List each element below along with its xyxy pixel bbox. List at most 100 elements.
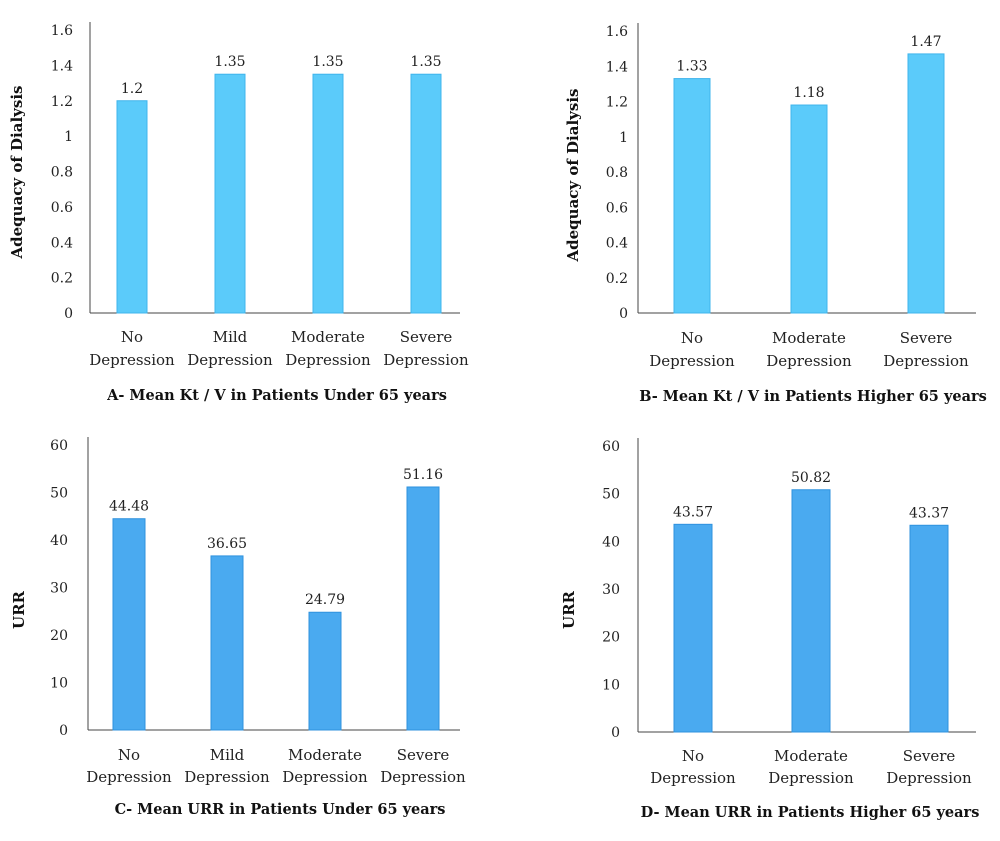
x-tick-label: No: [118, 746, 140, 764]
x-tick-label: Moderate: [291, 328, 365, 346]
x-tick-label: Depression: [184, 768, 270, 786]
chart-title: A- Mean Kt / V in Patients Under 65 year…: [106, 387, 447, 404]
bar: [210, 555, 244, 731]
data-label: 1.47: [910, 34, 941, 50]
data-label: 51.16: [403, 467, 443, 483]
data-label: 1.35: [312, 54, 343, 70]
y-tick-label: 1.2: [51, 94, 73, 110]
bar: [308, 611, 342, 731]
bar: [790, 104, 828, 314]
x-tick-label: No: [121, 328, 143, 346]
x-tick-label: Depression: [89, 351, 175, 369]
y-tick-label: 0: [619, 306, 628, 322]
x-tick-label: No: [682, 747, 704, 765]
y-tick-label: 30: [50, 581, 68, 597]
y-tick-label: 1: [64, 129, 73, 145]
data-label: 1.33: [676, 59, 707, 75]
bar: [410, 73, 442, 314]
y-tick-label: 20: [50, 628, 68, 644]
x-tick-label: Depression: [886, 769, 972, 787]
y-axis-label: Adequacy of Dialysis: [8, 86, 26, 260]
y-tick-label: 0.8: [51, 165, 73, 181]
x-tick-label: Severe: [400, 328, 453, 346]
data-label: 43.37: [909, 505, 949, 521]
x-tick-label: Depression: [282, 768, 368, 786]
y-tick-label: 0.8: [606, 165, 628, 181]
bar: [406, 486, 440, 731]
x-tick-label: No: [681, 329, 703, 347]
bar: [312, 73, 344, 314]
bar: [112, 518, 146, 731]
y-tick-label: 0.4: [51, 235, 73, 251]
chart-panel-d: 0 10 20 30 40 50 60 URR 43.57 No Depression 50.82 Mo…: [560, 438, 980, 821]
bar: [907, 53, 945, 314]
y-axis-label: URR: [10, 590, 28, 629]
y-axis-label: URR: [560, 590, 578, 629]
x-tick-label: Depression: [650, 769, 736, 787]
x-tick-label: Severe: [903, 747, 956, 765]
y-tick-label: 30: [602, 582, 620, 598]
chart-title: B- Mean Kt / V in Patients Higher 65 yea…: [639, 388, 987, 405]
x-tick-label: Depression: [883, 352, 969, 370]
bar: [791, 489, 831, 733]
x-tick-label: Depression: [649, 352, 735, 370]
x-tick-label: Severe: [900, 329, 953, 347]
chart-panel-a: 0 0.2 0.4 0.6 0.8 1 1.2 1.4 1.6 Adequacy of Dialy…: [8, 22, 469, 404]
y-tick-label: 0.2: [51, 271, 73, 287]
data-label: 1.18: [793, 85, 824, 101]
chart-title: D- Mean URR in Patients Higher 65 years: [641, 804, 980, 821]
chart-panel-b: 0 0.2 0.4 0.6 0.8 1 1.2 1.4 1.6 Adequacy of Dialy…: [564, 23, 987, 405]
y-tick-label: 1.6: [606, 24, 628, 40]
chart-title: C- Mean URR in Patients Under 65 years: [115, 801, 446, 818]
y-tick-label: 20: [602, 630, 620, 646]
y-tick-label: 50: [50, 486, 68, 502]
bar: [673, 523, 713, 733]
chart-panel-c: 0 10 20 30 40 50 60 URR 44.48 No Depression 36.65 Mi…: [10, 437, 466, 818]
y-tick-label: 0: [59, 723, 68, 739]
x-tick-label: Depression: [285, 351, 371, 369]
bar: [909, 524, 949, 733]
bar: [673, 78, 711, 314]
x-tick-label: Mild: [213, 328, 248, 346]
x-tick-label: Depression: [86, 768, 172, 786]
data-label: 1.35: [410, 54, 441, 70]
data-label: 43.57: [673, 504, 713, 520]
data-label: 24.79: [305, 592, 345, 608]
y-tick-label: 40: [602, 534, 620, 550]
x-tick-label: Moderate: [774, 747, 848, 765]
y-tick-label: 10: [602, 677, 620, 693]
x-tick-label: Depression: [383, 351, 469, 369]
y-tick-label: 40: [50, 533, 68, 549]
data-label: 1.2: [121, 81, 143, 97]
data-label: 1.35: [214, 54, 245, 70]
bar: [214, 73, 246, 314]
y-tick-label: 60: [50, 438, 68, 454]
y-tick-label: 0: [611, 725, 620, 741]
y-tick-label: 1.6: [51, 23, 73, 39]
x-tick-label: Depression: [187, 351, 273, 369]
y-tick-label: 0.6: [51, 200, 73, 216]
y-tick-label: 1.4: [51, 58, 73, 74]
x-tick-label: Mild: [210, 746, 245, 764]
x-tick-label: Depression: [380, 768, 466, 786]
x-tick-label: Depression: [768, 769, 854, 787]
x-tick-label: Severe: [397, 746, 450, 764]
x-tick-label: Moderate: [772, 329, 846, 347]
y-tick-label: 1.4: [606, 59, 628, 75]
y-axis-label: Adequacy of Dialysis: [564, 89, 582, 263]
bar: [116, 100, 148, 314]
y-tick-label: 0.2: [606, 271, 628, 287]
data-label: 36.65: [207, 536, 247, 552]
y-tick-label: 0.4: [606, 236, 628, 252]
data-label: 50.82: [791, 470, 831, 486]
y-tick-label: 1: [619, 130, 628, 146]
data-label: 44.48: [109, 499, 149, 515]
y-tick-label: 10: [50, 676, 68, 692]
y-tick-label: 1.2: [606, 95, 628, 111]
y-tick-label: 50: [602, 487, 620, 503]
y-tick-label: 0: [64, 306, 73, 322]
x-tick-label: Depression: [766, 352, 852, 370]
y-tick-label: 60: [602, 439, 620, 455]
x-tick-label: Moderate: [288, 746, 362, 764]
y-tick-label: 0.6: [606, 200, 628, 216]
